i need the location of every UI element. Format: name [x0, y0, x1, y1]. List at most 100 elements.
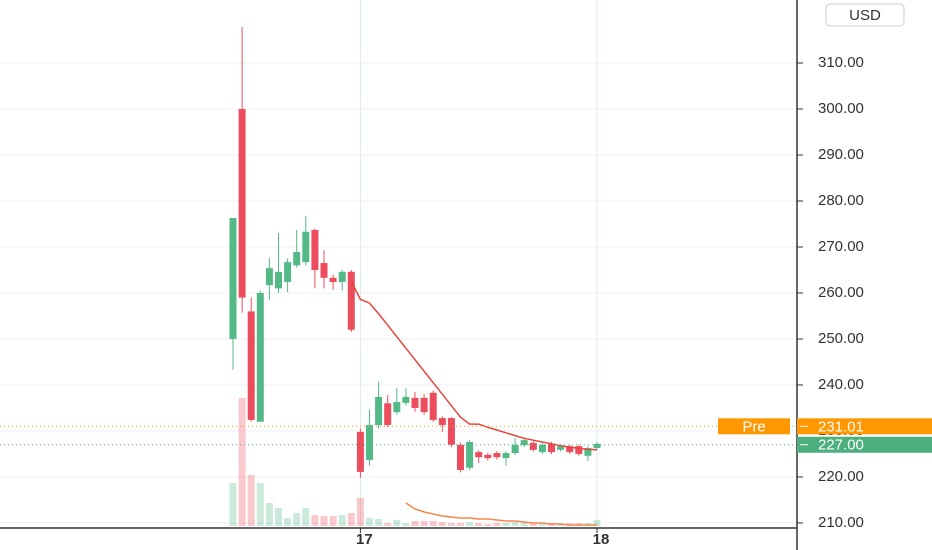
candle-body — [229, 218, 237, 339]
currency[interactable]: USD — [849, 7, 881, 24]
y-tick-label: 250.00 — [818, 330, 864, 347]
volume-bar — [347, 513, 355, 526]
y-tick-label: 260.00 — [818, 284, 864, 301]
candle-body — [529, 442, 537, 450]
volume-bar — [538, 523, 546, 526]
candle-body — [411, 397, 419, 408]
volume-bar — [356, 498, 364, 526]
candle-body — [447, 418, 455, 445]
volume-bar — [275, 508, 282, 526]
line — [405, 502, 597, 526]
y-tick-label: 210.00 — [818, 514, 864, 531]
y-tick-label: 280.00 — [818, 192, 864, 209]
volume-bar — [256, 483, 264, 526]
volume-bar — [366, 518, 373, 526]
candle-body — [338, 271, 346, 282]
volume-bar — [484, 524, 492, 526]
candle-body — [256, 292, 264, 422]
volume-bar — [238, 398, 246, 526]
y-tick-label: 310.00 — [818, 54, 864, 71]
volume-bar — [502, 523, 510, 526]
y-tick-label: 300.00 — [818, 100, 864, 117]
volume-bar — [384, 523, 392, 526]
volume-bar — [429, 521, 437, 526]
volume-bar — [520, 522, 528, 526]
candle-body — [311, 229, 319, 270]
candle-body — [275, 271, 282, 289]
candle-body — [502, 453, 510, 459]
pre-market-tag — [718, 418, 790, 435]
x-tick-label: 18 — [593, 531, 610, 548]
volume-bar — [447, 523, 455, 526]
volume-bar — [329, 516, 337, 526]
volume-bar — [284, 518, 292, 526]
candle-body — [347, 271, 355, 330]
candle-body — [557, 446, 565, 450]
candle-body — [484, 454, 492, 459]
candle-body — [420, 397, 428, 413]
volume-bar — [375, 519, 383, 526]
y-tick-label: 270.00 — [818, 238, 864, 255]
grid — [0, 0, 797, 528]
candle-body — [466, 441, 474, 468]
candle-body — [302, 231, 310, 263]
candle-body — [247, 311, 255, 420]
candle-body — [584, 447, 592, 456]
candle-body — [393, 401, 401, 413]
axis: 210.00220.00230.00240.00250.00260.00270.… — [356, 54, 932, 548]
candle-body — [402, 396, 410, 403]
y-tick-label: 290.00 — [818, 146, 864, 163]
volume-bar — [457, 523, 464, 526]
pre-market-value: 231.01 — [818, 418, 864, 435]
volume-bar — [411, 521, 419, 526]
pre-market-value-box — [797, 418, 932, 435]
candle-body — [366, 424, 373, 460]
candle-body — [284, 262, 292, 282]
candle-body — [265, 268, 273, 286]
volume-bar — [293, 513, 301, 526]
volume-bar — [402, 523, 410, 526]
volume-bar — [393, 520, 401, 526]
candle-body — [566, 446, 574, 453]
volume-bar — [438, 522, 446, 526]
volume-bar — [475, 523, 483, 526]
volume — [229, 398, 601, 526]
last-price-box — [797, 436, 932, 453]
volume-bar — [420, 521, 428, 526]
last-price-value: 227.00 — [818, 437, 864, 454]
candle-body — [375, 396, 383, 425]
volume-bar — [593, 520, 601, 526]
volume-bar — [302, 508, 310, 526]
candle-body — [238, 109, 246, 298]
x-tick-label: 17 — [356, 531, 373, 548]
volume-bar — [493, 523, 501, 526]
candle-body — [384, 403, 392, 425]
y-tick-label: 220.00 — [818, 468, 864, 485]
volume-bar — [338, 515, 346, 526]
candle-body — [429, 392, 437, 420]
candle-body — [320, 263, 328, 278]
candle-body — [511, 444, 519, 454]
candle-body — [356, 431, 364, 472]
pre-market-label: Pre — [742, 418, 765, 435]
candle-body — [438, 418, 446, 425]
volume-bar — [466, 522, 474, 526]
candle-body — [520, 440, 528, 446]
y-tick-label: 240.00 — [818, 376, 864, 393]
candle-body — [293, 252, 301, 266]
candle-body — [593, 443, 601, 448]
plot — [0, 27, 797, 478]
candle-body — [548, 443, 555, 453]
volume-bar — [557, 524, 565, 526]
volume-bar — [511, 522, 519, 526]
candle-body — [329, 277, 337, 282]
candle-body — [457, 444, 464, 471]
volume-bar — [229, 483, 237, 526]
candle-body — [493, 453, 501, 458]
candle-body — [575, 446, 583, 454]
volume-bar — [529, 523, 537, 526]
volume-bar — [311, 515, 319, 526]
currency-box[interactable] — [825, 3, 905, 27]
